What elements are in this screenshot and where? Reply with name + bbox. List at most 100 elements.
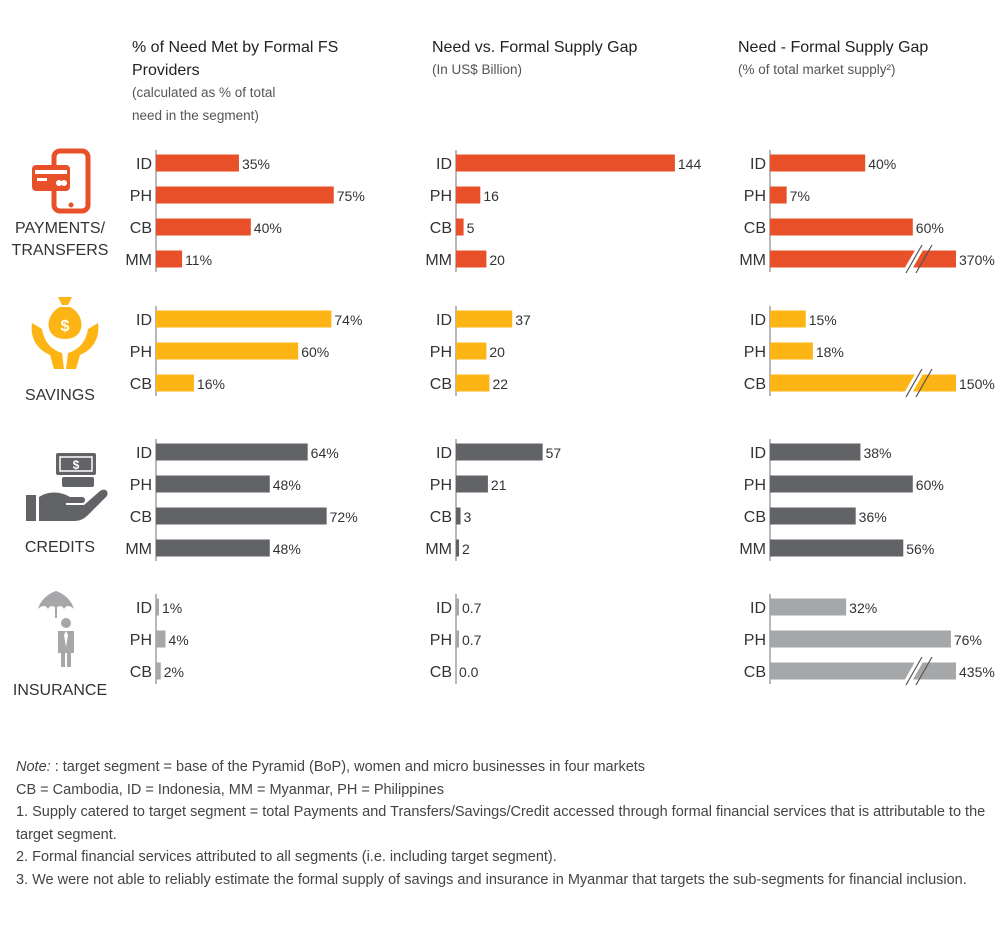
bar-insurance-cb-col1	[156, 662, 161, 680]
bar-insurance-ph-col2	[456, 630, 459, 648]
row-label-id: ID	[750, 156, 766, 173]
svg-text:$: $	[61, 318, 70, 335]
row-label-id: ID	[136, 156, 152, 173]
category-label-credits: CREDITS	[25, 539, 95, 556]
column-2-title-line-1: Need vs. Formal Supply Gap	[432, 39, 638, 56]
footnote-1: 1. Supply catered to target segment = to…	[16, 804, 986, 843]
bar-insurance-ph-col3	[770, 630, 951, 648]
value-label-payments-id-col3: 40%	[868, 156, 896, 172]
financial-gap-figure: % of Need Met by Formal FS Providers (calc…	[12, 39, 995, 699]
value-label-insurance-cb-col1: 2%	[164, 664, 184, 680]
value-label-credits-cb-col1: 72%	[330, 509, 358, 525]
bar-savings-cb-col2	[456, 374, 490, 392]
bar-credits-ph-col2	[456, 475, 488, 493]
row-label-cb: CB	[130, 664, 152, 681]
bar-insurance-ph-col1	[156, 630, 166, 648]
panel-insurance: INSURANCE ID 1% PH 4% CB 2% ID 0.7 PH 0.7 CB 0.0 ID 32…	[13, 594, 995, 699]
column-1-title-line-1: % of Need Met by Formal FS	[132, 39, 338, 56]
bar-credits-cb-col1	[156, 507, 327, 525]
row-label-ph: PH	[130, 344, 152, 361]
note-intro: Note: : target segment = base of the Pyr…	[16, 756, 986, 779]
row-label-mm: MM	[425, 541, 452, 558]
value-label-payments-id-col1: 35%	[242, 156, 270, 172]
bar-credits-cb-col3	[770, 507, 856, 525]
value-label-payments-cb-col1: 40%	[254, 220, 282, 236]
bar-payments-cb-col3	[770, 218, 913, 236]
row-label-cb: CB	[430, 376, 452, 393]
row-label-id: ID	[136, 312, 152, 329]
value-label-insurance-ph-col3: 76%	[954, 632, 982, 648]
bar-credits-ph-col1	[156, 475, 270, 493]
bar-savings-ph-col3	[770, 342, 813, 360]
cash-hand-icon: $	[26, 453, 108, 521]
bar-payments-ph-col3	[770, 186, 787, 204]
value-label-savings-ph-col3: 18%	[816, 344, 844, 360]
value-label-savings-cb-col2: 22	[492, 376, 508, 392]
bar-payments-cb-col2	[456, 218, 464, 236]
value-label-credits-mm-col3: 56%	[906, 541, 934, 557]
chart-panels: PAYMENTS/TRANSFERS ID 35% PH 75% CB 40% MM 11% ID…	[12, 150, 995, 699]
svg-text:$: $	[73, 458, 80, 472]
row-label-cb: CB	[744, 376, 766, 393]
row-label-ph: PH	[430, 188, 452, 205]
value-label-insurance-id-col3: 32%	[849, 600, 877, 616]
row-label-ph: PH	[744, 344, 766, 361]
row-label-cb: CB	[130, 220, 152, 237]
bar-savings-id-col1	[156, 310, 332, 328]
bar-credits-mm-col1	[156, 539, 270, 557]
value-label-payments-cb-col2: 5	[467, 220, 475, 236]
row-label-id: ID	[436, 156, 452, 173]
value-label-insurance-id-col2: 0.7	[462, 600, 482, 616]
row-label-cb: CB	[744, 509, 766, 526]
value-label-insurance-id-col1: 1%	[162, 600, 182, 616]
row-label-ph: PH	[744, 477, 766, 494]
row-label-id: ID	[750, 445, 766, 462]
row-label-ph: PH	[130, 632, 152, 649]
row-label-mm: MM	[739, 252, 766, 269]
row-label-mm: MM	[425, 252, 452, 269]
column-1-title-line-2: Providers	[132, 62, 200, 79]
value-label-payments-mm-col3: 370%	[959, 252, 995, 268]
value-label-payments-mm-col1: 11%	[185, 252, 212, 268]
bar-savings-id-col2	[456, 310, 513, 328]
value-label-credits-cb-col3: 36%	[859, 509, 887, 525]
bar-payments-mm-col1	[156, 250, 183, 268]
note-text: : target segment = base of the Pyramid (…	[54, 759, 646, 775]
value-label-payments-mm-col2: 20	[489, 252, 505, 268]
column-2-subtitle-line-1: (In US$ Billion)	[432, 62, 522, 77]
value-label-payments-cb-col3: 60%	[916, 220, 944, 236]
bar-credits-mm-col2	[456, 539, 460, 557]
row-label-mm: MM	[739, 541, 766, 558]
value-label-insurance-cb-col3: 435%	[959, 664, 995, 680]
row-label-cb: CB	[430, 509, 452, 526]
bar-savings-cb-col1	[156, 374, 194, 392]
row-label-id: ID	[436, 312, 452, 329]
bar-savings-cb-col3	[770, 374, 956, 392]
row-label-ph: PH	[430, 477, 452, 494]
axis-break-mark	[904, 656, 933, 686]
value-label-savings-id-col1: 74%	[334, 312, 362, 328]
category-label-insurance: INSURANCE	[13, 682, 107, 699]
row-label-ph: PH	[744, 632, 766, 649]
row-label-id: ID	[136, 445, 152, 462]
bar-savings-ph-col1	[156, 342, 299, 360]
row-label-id: ID	[436, 445, 452, 462]
axis-break-mark	[904, 244, 933, 274]
column-3-subtitle-line-1: (% of total market supply²)	[738, 62, 896, 77]
value-label-savings-cb-col1: 16%	[197, 376, 225, 392]
bar-credits-ph-col3	[770, 475, 913, 493]
row-label-ph: PH	[744, 188, 766, 205]
value-label-payments-ph-col3: 7%	[790, 188, 810, 204]
row-label-cb: CB	[744, 664, 766, 681]
value-label-insurance-ph-col1: 4%	[168, 632, 188, 648]
value-label-credits-mm-col2: 2	[462, 541, 470, 557]
value-label-savings-ph-col2: 20	[489, 344, 505, 360]
column-3-title-line-1: Need - Formal Supply Gap	[738, 39, 928, 56]
value-label-credits-ph-col3: 60%	[916, 477, 944, 493]
value-label-savings-cb-col3: 150%	[959, 376, 995, 392]
bar-savings-ph-col2	[456, 342, 487, 360]
row-label-ph: PH	[130, 477, 152, 494]
value-label-insurance-cb-col2: 0.0	[459, 664, 479, 680]
bar-credits-mm-col3	[770, 539, 904, 557]
note-lead: Note:	[16, 759, 51, 775]
